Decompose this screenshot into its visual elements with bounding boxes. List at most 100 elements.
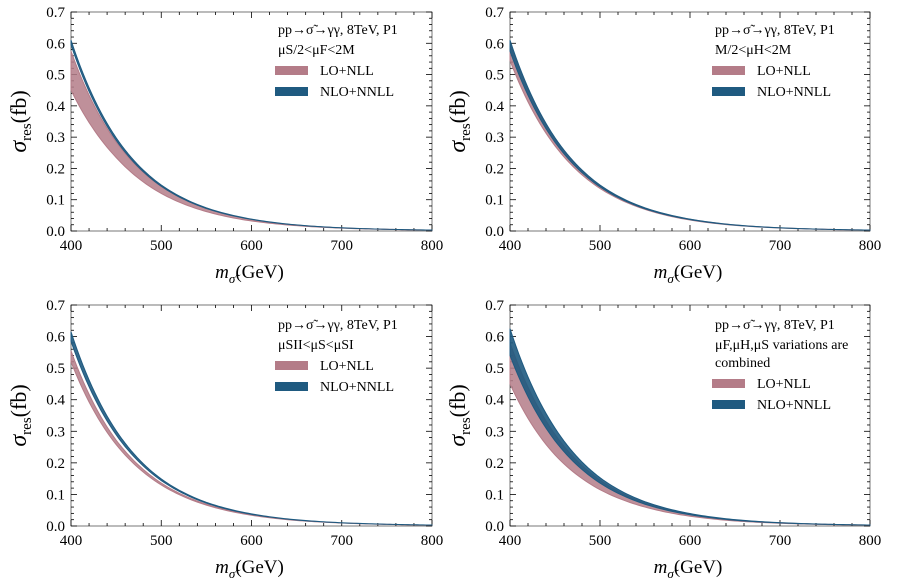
y-tick-label: 0.4 bbox=[485, 393, 504, 409]
band-lo-nll bbox=[70, 50, 433, 231]
legend-swatch bbox=[275, 361, 308, 370]
y-tick-label: 0.5 bbox=[485, 68, 504, 84]
y-tick-label: 0.7 bbox=[46, 5, 65, 21]
y-tick-label: 0.6 bbox=[485, 36, 504, 52]
y-tick-label: 0.5 bbox=[485, 361, 504, 377]
x-tick-label: 800 bbox=[859, 238, 882, 254]
y-tick-label: 0.2 bbox=[46, 161, 65, 177]
y-axis-label: σres(fb) bbox=[445, 384, 474, 446]
band-lo-nll bbox=[509, 342, 871, 526]
y-axis-label: σres(fb) bbox=[445, 90, 474, 152]
y-tick-label: 0.6 bbox=[46, 330, 65, 346]
y-axis-label: σres(fb) bbox=[6, 90, 35, 152]
legend-label: LO+NLL bbox=[320, 64, 374, 79]
y-axis-label: σres(fb) bbox=[6, 384, 35, 446]
y-tick-label: 0.7 bbox=[485, 298, 504, 314]
x-tick-label: 400 bbox=[499, 533, 522, 549]
y-tick-label: 0.1 bbox=[485, 193, 504, 209]
legend-label: NLO+NNLL bbox=[320, 85, 394, 100]
plot-frame bbox=[70, 11, 433, 232]
y-tick-label: 0.7 bbox=[485, 5, 504, 21]
legend: pp→σ̃→γγ, 8TeV, P1 M/2<μH<2M LO+NLL NLO+NNL… bbox=[712, 23, 835, 100]
x-tick-label: 500 bbox=[589, 533, 612, 549]
annotation-line: μSII<μS<μSI bbox=[278, 338, 354, 353]
chart-panel-bottom-right: 400 500 600 700 800 0.0 0.1 0.2 0.3 0.4 0.5 0.6 0.7 m… bbox=[445, 298, 881, 579]
annotation-line: pp→σ̃→γγ, 8TeV, P1 bbox=[715, 318, 835, 333]
annotation-line: M/2<μH<2M bbox=[715, 43, 792, 58]
legend-swatch bbox=[712, 379, 745, 388]
annotation-line: combined bbox=[715, 356, 770, 371]
x-tick-label: 700 bbox=[331, 238, 354, 254]
chart-panel-bottom-left: 400 500 600 700 800 0.0 0.1 0.2 0.3 0.4 0.5 0.6 0.7 m… bbox=[6, 298, 443, 579]
y-tick-label: 0.6 bbox=[46, 36, 65, 52]
x-tick-label: 800 bbox=[421, 533, 444, 549]
annotation-line: pp→σ̃→γγ, 8TeV, P1 bbox=[278, 23, 398, 38]
x-tick-label: 400 bbox=[60, 238, 83, 254]
x-tick-label: 600 bbox=[240, 238, 263, 254]
legend-swatch bbox=[712, 87, 745, 96]
y-tick-label: 0.4 bbox=[485, 99, 504, 115]
legend-label: LO+NLL bbox=[757, 377, 811, 392]
y-tick-label: 0.2 bbox=[46, 456, 65, 472]
band-nlo-nnll bbox=[70, 331, 433, 526]
annotation-line: pp→σ̃→γγ, 8TeV, P1 bbox=[278, 318, 398, 333]
x-axis-label: mσ̃(GeV) bbox=[654, 262, 723, 286]
annotation-line: pp→σ̃→γγ, 8TeV, P1 bbox=[715, 23, 835, 38]
y-tick-label: 0.4 bbox=[46, 393, 65, 409]
x-tick-label: 800 bbox=[859, 533, 882, 549]
y-tick-label: 0.0 bbox=[46, 224, 65, 240]
band-nlo-nnll bbox=[70, 39, 433, 231]
legend: pp→σ̃→γγ, 8TeV, P1 μF,μH,μS variations ar… bbox=[712, 318, 848, 413]
x-axis-label: mσ̃(GeV) bbox=[215, 262, 284, 286]
y-tick-label: 0.2 bbox=[485, 161, 504, 177]
y-tick-label: 0.2 bbox=[485, 456, 504, 472]
legend: pp→σ̃→γγ, 8TeV, P1 μS/2<μF<2M LO+NLL NLO+NN… bbox=[275, 23, 398, 100]
chart-panel-top-left: 400 500 600 700 800 0.0 0.1 0.2 0.3 0.4 0.5 0.6 0.7 m… bbox=[6, 5, 443, 286]
x-tick-label: 800 bbox=[421, 238, 444, 254]
y-tick-label: 0.7 bbox=[46, 298, 65, 314]
x-tick-label: 700 bbox=[769, 533, 792, 549]
x-tick-label: 500 bbox=[589, 238, 612, 254]
legend-swatch bbox=[712, 66, 745, 75]
annotation-line: μF,μH,μS variations are bbox=[715, 338, 848, 353]
annotation-line: μS/2<μF<2M bbox=[278, 43, 355, 58]
y-tick-label: 0.1 bbox=[485, 487, 504, 503]
legend-swatch bbox=[275, 87, 308, 96]
y-tick-label: 0.4 bbox=[46, 99, 65, 115]
y-tick-label: 0.6 bbox=[485, 330, 504, 346]
legend-swatch bbox=[275, 66, 308, 75]
x-axis-label: mσ̃(GeV) bbox=[215, 557, 284, 579]
y-tick-label: 0.0 bbox=[485, 519, 504, 535]
y-tick-label: 0.3 bbox=[46, 424, 65, 440]
plot-frame bbox=[70, 304, 433, 527]
y-tick-label: 0.5 bbox=[46, 361, 65, 377]
band-nlo-nnll bbox=[509, 328, 871, 526]
y-tick-label: 0.0 bbox=[46, 519, 65, 535]
y-tick-label: 0.0 bbox=[485, 224, 504, 240]
plot-frame bbox=[509, 11, 871, 232]
x-tick-label: 700 bbox=[769, 238, 792, 254]
x-tick-label: 400 bbox=[499, 238, 522, 254]
band-nlo-nnll bbox=[509, 40, 871, 231]
legend-label: LO+NLL bbox=[757, 64, 811, 79]
x-tick-label: 500 bbox=[150, 533, 173, 549]
y-tick-label: 0.3 bbox=[46, 130, 65, 146]
x-tick-label: 600 bbox=[679, 533, 702, 549]
legend-label: NLO+NNLL bbox=[757, 398, 831, 413]
y-tick-label: 0.3 bbox=[485, 130, 504, 146]
y-tick-label: 0.1 bbox=[46, 487, 65, 503]
x-tick-label: 600 bbox=[679, 238, 702, 254]
legend-label: LO+NLL bbox=[320, 359, 374, 374]
legend-swatch bbox=[275, 382, 308, 391]
band-lo-nll bbox=[509, 43, 871, 231]
y-tick-label: 0.3 bbox=[485, 424, 504, 440]
y-tick-label: 0.5 bbox=[46, 68, 65, 84]
band-lo-nll bbox=[70, 350, 433, 526]
legend-label: NLO+NNLL bbox=[320, 380, 394, 395]
x-tick-label: 600 bbox=[240, 533, 263, 549]
legend-label: NLO+NNLL bbox=[757, 85, 831, 100]
x-tick-label: 400 bbox=[60, 533, 83, 549]
x-tick-label: 700 bbox=[331, 533, 354, 549]
legend: pp→σ̃→γγ, 8TeV, P1 μSII<μS<μSI LO+NLL NLO+N… bbox=[275, 318, 398, 395]
